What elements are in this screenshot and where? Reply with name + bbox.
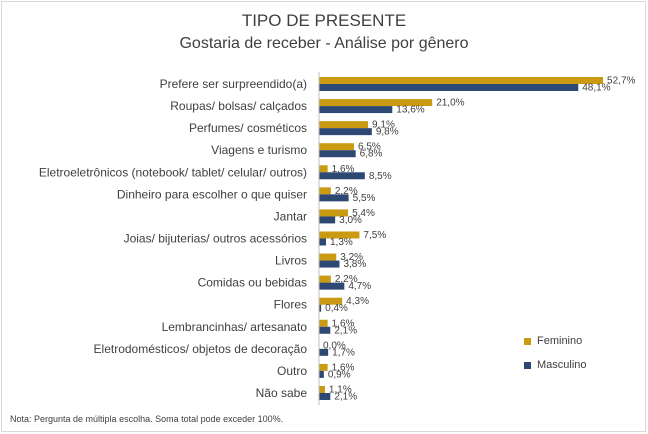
data-label-masculino: 1,3% (330, 237, 353, 248)
legend-swatch-masculino (524, 361, 531, 369)
category-label: Eletrodomésticos/ objetos de decoração (94, 342, 308, 356)
bar-masculino (319, 150, 356, 158)
data-label-masculino: 9,8% (376, 127, 399, 138)
bar-masculino (319, 194, 349, 202)
chart-title: TIPO DE PRESENTE (241, 11, 407, 30)
footnote: Nota: Pergunta de múltipla escolha. Soma… (10, 414, 284, 424)
bar-masculino (319, 392, 331, 400)
category-label: Joias/ bijuterias/ outros acessórios (124, 231, 307, 245)
bar-feminino (319, 209, 349, 217)
bar-masculino (319, 84, 579, 91)
category-label: Roupas/ bolsas/ calçados (170, 99, 307, 113)
category-label: Eletroeletrônicos (notebook/ tablet/ cel… (39, 165, 307, 179)
bar-masculino (319, 106, 393, 114)
data-label-masculino: 5,5% (353, 193, 376, 204)
category-label: Dinheiro para escolher o que quiser (117, 187, 307, 201)
data-label-feminino: 5,4% (352, 208, 375, 219)
data-label-masculino: 6,8% (360, 149, 383, 160)
bar-masculino (319, 128, 372, 136)
data-label-feminino: 1,6% (332, 362, 355, 373)
data-label-masculino: 48,1% (582, 83, 610, 94)
data-label-feminino: 9,1% (372, 120, 395, 131)
data-label-feminino: 1,6% (332, 318, 355, 329)
legend-label-feminino: Feminino (537, 335, 583, 348)
legend-label-masculino: Masculino (537, 359, 587, 372)
bar-masculino (319, 348, 329, 356)
bar-masculino (319, 326, 331, 334)
data-label-feminino: 2,2% (335, 186, 358, 197)
bar-feminino (319, 187, 331, 195)
legend-item-masculino: Masculino (524, 359, 587, 371)
data-label-feminino: 21,0% (436, 98, 464, 109)
data-label-feminino: 6,5% (358, 142, 381, 153)
legend-item-feminino: Feminino (524, 335, 582, 347)
bar-feminino (319, 363, 328, 371)
data-label-feminino: 7,5% (363, 230, 386, 241)
data-label-masculino: 8,5% (369, 171, 392, 182)
data-label-feminino: 4,3% (346, 296, 369, 307)
category-label: Lembrancinhas/ artesanato (162, 320, 308, 334)
category-label: Jantar (274, 209, 307, 223)
bar-masculino (319, 282, 345, 290)
category-label: Comidas ou bebidas (198, 276, 307, 290)
bar-masculino (319, 238, 327, 246)
bar-feminino (319, 143, 355, 151)
bar-masculino (319, 304, 322, 312)
bar-masculino (319, 216, 336, 224)
data-label-feminino: 1,6% (332, 164, 355, 175)
bar-feminino (319, 231, 360, 239)
category-label: Não sabe (256, 386, 308, 400)
data-label-feminino: 3,2% (340, 252, 363, 263)
category-label: Outro (277, 364, 307, 378)
data-label-feminino: 52,7% (607, 76, 635, 87)
bar-masculino (319, 370, 324, 378)
bar-masculino (319, 172, 365, 180)
data-label-masculino: 13,6% (396, 105, 424, 116)
bar-feminino (319, 99, 433, 107)
bar-feminino (319, 297, 343, 305)
bar-feminino (319, 165, 328, 173)
bar-feminino (319, 77, 604, 84)
category-label: Viagens e turismo (211, 143, 307, 157)
legend-swatch-feminino (524, 337, 531, 345)
data-label-masculino: 1,7% (332, 347, 355, 358)
category-label: Perfumes/ cosméticos (189, 121, 307, 135)
bar-feminino (319, 121, 369, 129)
bar-feminino (319, 275, 331, 283)
bar-feminino (319, 253, 337, 261)
data-label-feminino: 0,0% (323, 340, 346, 351)
data-label-masculino: 0,9% (328, 369, 351, 380)
data-label-feminino: 2,2% (335, 274, 358, 285)
bar-masculino (319, 260, 340, 268)
category-label: Livros (275, 254, 307, 268)
category-label: Prefere ser surpreendido(a) (160, 77, 307, 91)
chart-subtitle: Gostaria de receber - Análise por gênero (179, 35, 469, 52)
category-label: Flores (274, 298, 307, 312)
bar-feminino (319, 385, 325, 393)
bar-feminino (319, 319, 328, 327)
data-label-masculino: 3,8% (343, 259, 366, 270)
data-label-masculino: 4,7% (348, 281, 371, 292)
data-label-masculino: 2,1% (334, 391, 357, 402)
data-label-masculino: 3,0% (339, 215, 362, 226)
data-label-masculino: 0,4% (325, 303, 348, 314)
data-label-feminino: 1,1% (329, 384, 352, 395)
data-label-masculino: 2,1% (334, 325, 357, 336)
